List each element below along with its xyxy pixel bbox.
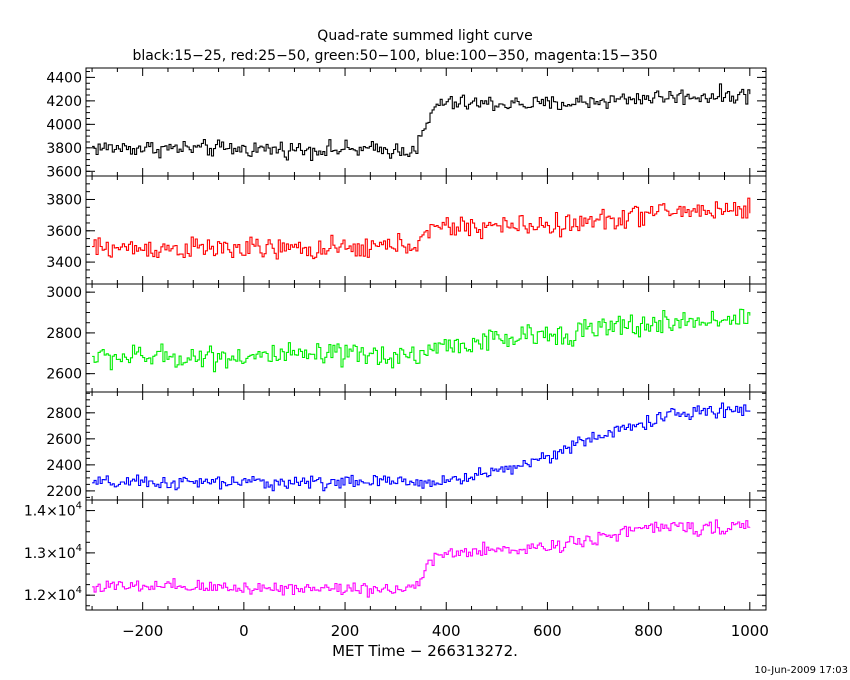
panels-group: 3600 3800 4000 4200 4400 3400 3600 3800 2600 2800… <box>24 67 767 611</box>
series-15-25 <box>92 83 751 161</box>
y-tick-label: 4200 <box>46 94 82 110</box>
x-axis-label: MET Time − 266313272. <box>332 642 518 660</box>
x-tick-label: 0 <box>239 622 249 640</box>
panel-50-100: 2600 2800 3000 <box>46 283 767 393</box>
y-tick-label: 1.4×104 <box>24 501 82 520</box>
y-tick-label: 3400 <box>46 255 82 271</box>
x-tick-label: 600 <box>533 622 562 640</box>
y-tick-label: 2400 <box>46 458 82 474</box>
panel-frame <box>85 499 767 611</box>
y-tick-label: 3800 <box>46 192 82 208</box>
panel-15-25: 3600 3800 4000 4200 4400 <box>46 67 767 180</box>
x-tick-label: 800 <box>634 622 663 640</box>
y-tick-label: 2800 <box>46 406 82 422</box>
panel-frame <box>85 391 767 501</box>
panel-frame <box>85 67 767 177</box>
series-15-350 <box>92 519 751 598</box>
y-tick-label: 3000 <box>46 285 82 301</box>
panel-25-50: 3400 3600 3800 <box>46 175 767 285</box>
y-tick-label: 3800 <box>46 141 82 157</box>
y-tick-label: 2600 <box>46 432 82 448</box>
y-tick-label: 4400 <box>46 70 82 86</box>
x-tick-label: 200 <box>331 622 360 640</box>
y-tick-label: 4000 <box>46 117 82 133</box>
x-tick-label: 400 <box>432 622 461 640</box>
series-25-50 <box>92 197 751 260</box>
panel-100-350: 2200 2400 2600 2800 <box>46 391 767 501</box>
panel-frame <box>85 283 767 393</box>
y-tick-label: 3600 <box>46 224 82 240</box>
x-axis: −200 0 200 400 600 800 1000 <box>122 622 769 640</box>
x-tick-label: 1000 <box>731 622 769 640</box>
timestamp-footer: 10-Jun-2009 17:03 <box>754 665 848 676</box>
y-tick-label: 1.3×104 <box>24 543 82 562</box>
chart-subtitle: black:15−25, red:25−50, green:50−100, bl… <box>132 48 657 64</box>
chart-title: Quad-rate summed light curve <box>317 28 532 44</box>
series-50-100 <box>92 308 751 373</box>
panel-15-350: 1.2×104 1.3×104 1.4×104 <box>24 499 767 611</box>
y-tick-label: 1.2×104 <box>24 585 82 604</box>
x-tick-label: −200 <box>122 622 163 640</box>
y-tick-label: 2600 <box>46 367 82 383</box>
series-100-350 <box>92 402 751 492</box>
y-tick-label: 3600 <box>46 164 82 180</box>
y-tick-label: 2800 <box>46 326 82 342</box>
y-tick-label: 2200 <box>46 484 82 500</box>
